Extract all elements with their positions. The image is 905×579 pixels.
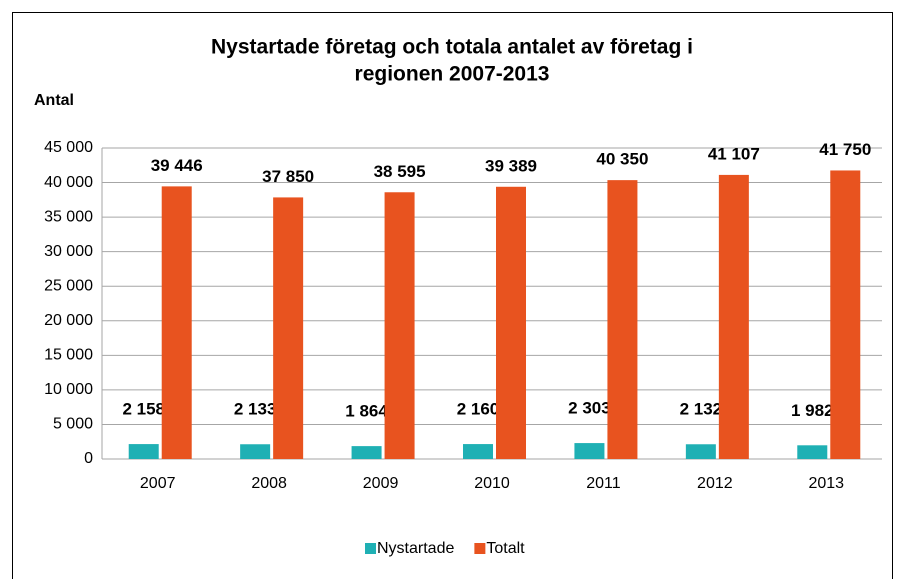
bar bbox=[273, 197, 304, 460]
legend-swatch bbox=[474, 543, 486, 554]
data-label: 1 864 bbox=[345, 402, 388, 421]
bar bbox=[240, 444, 271, 459]
data-label: 2 133 bbox=[234, 400, 277, 419]
x-tick-label: 2007 bbox=[140, 475, 176, 492]
chart-border bbox=[12, 12, 893, 579]
bar bbox=[830, 170, 861, 459]
bar bbox=[463, 444, 493, 459]
data-label: 41 750 bbox=[819, 140, 871, 159]
legend-label: Nystartade bbox=[377, 540, 454, 557]
x-tick-label: 2013 bbox=[808, 475, 844, 492]
x-tick-label: 2012 bbox=[697, 475, 733, 492]
bar bbox=[718, 174, 749, 459]
bar bbox=[161, 186, 192, 459]
data-label: 1 982 bbox=[791, 401, 834, 420]
data-label: 37 850 bbox=[262, 167, 314, 186]
bar bbox=[797, 445, 828, 459]
legend-label: Totalt bbox=[486, 540, 525, 557]
y-tick-label: 40 000 bbox=[44, 174, 93, 191]
bar bbox=[607, 180, 638, 460]
x-tick-label: 2011 bbox=[586, 475, 621, 492]
bar bbox=[496, 186, 526, 459]
y-axis-label: Antal bbox=[34, 92, 74, 109]
data-label: 40 350 bbox=[596, 150, 648, 169]
data-label: 39 389 bbox=[485, 156, 537, 175]
x-tick-label: 2008 bbox=[251, 475, 287, 492]
data-label: 39 446 bbox=[151, 156, 203, 175]
data-label: 2 132 bbox=[680, 400, 723, 419]
y-tick-label: 20 000 bbox=[44, 312, 93, 329]
data-label: 2 160 bbox=[457, 400, 500, 419]
y-tick-label: 45 000 bbox=[44, 139, 93, 156]
legend-swatch bbox=[365, 543, 376, 554]
y-tick-label: 35 000 bbox=[44, 208, 93, 225]
bar bbox=[351, 446, 382, 459]
data-label: 2 303 bbox=[568, 399, 611, 418]
data-label: 41 107 bbox=[708, 144, 760, 163]
y-tick-label: 0 bbox=[84, 450, 93, 467]
bar bbox=[574, 443, 605, 459]
bar bbox=[384, 192, 415, 459]
y-tick-label: 10 000 bbox=[44, 381, 93, 398]
x-tick-label: 2010 bbox=[474, 475, 510, 492]
chart-title: regionen 2007-2013 bbox=[355, 63, 550, 86]
x-tick-label: 2009 bbox=[363, 475, 399, 492]
data-label: 2 158 bbox=[122, 400, 165, 419]
y-tick-label: 30 000 bbox=[44, 243, 93, 260]
y-tick-label: 25 000 bbox=[44, 277, 93, 294]
y-tick-label: 5 000 bbox=[53, 416, 93, 433]
bar bbox=[128, 444, 159, 459]
y-tick-label: 15 000 bbox=[44, 347, 93, 364]
data-label: 38 595 bbox=[374, 162, 426, 181]
chart-title: Nystartade företag och totala antalet av… bbox=[211, 36, 693, 59]
bar bbox=[685, 444, 716, 459]
